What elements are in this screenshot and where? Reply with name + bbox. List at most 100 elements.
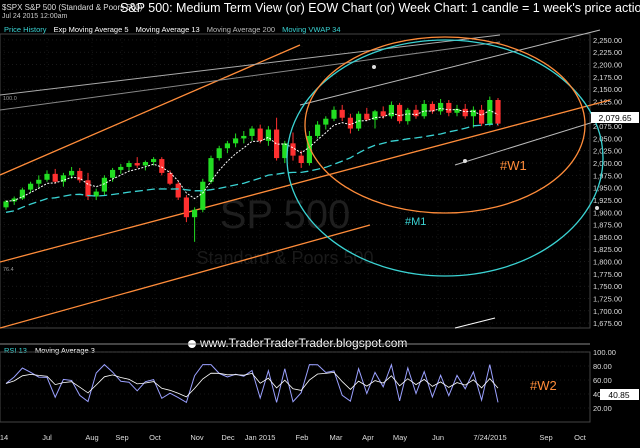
short-trend-line (454, 317, 496, 329)
candle-body (339, 109, 345, 118)
y-tick-label: 2,200.00 (593, 61, 622, 70)
candle-body (175, 183, 181, 198)
candle-body (487, 99, 493, 124)
candle-body (372, 111, 378, 120)
candle-body (52, 173, 58, 182)
pivot-dot-right (595, 206, 599, 210)
candle-body (331, 109, 337, 119)
x-tick-label: Sep (539, 433, 552, 442)
pivot-dot-lower (463, 159, 467, 163)
candle-body (224, 143, 230, 149)
rsi-tick-label: 20.00 (593, 404, 612, 413)
y-tick-label: 2,250.00 (593, 36, 622, 45)
y-tick-label: 2,175.00 (593, 73, 622, 82)
candle-body (60, 175, 66, 182)
x-tick-label: Apr (362, 433, 374, 442)
x-tick-label: May (393, 433, 407, 442)
candle-body (28, 183, 34, 190)
rsi-panel-frame (0, 351, 591, 423)
candle-body (413, 109, 419, 117)
y-tick-label: 1,675.00 (593, 319, 622, 328)
candle-body (298, 155, 304, 164)
pivot-dot-upper (372, 65, 376, 69)
y-tick-label: 1,750.00 (593, 282, 622, 291)
candle-body (306, 135, 312, 164)
candle-body (134, 163, 140, 166)
gray-trend-line-lower (0, 41, 501, 111)
y-tick-label: 1,875.00 (593, 221, 622, 230)
rsi-label: RSI 13 (4, 346, 27, 355)
label-w2: #W2 (530, 378, 557, 393)
vwap34-line (5, 123, 499, 213)
candles (3, 96, 501, 242)
channel-upper-line (0, 44, 301, 176)
candle-body (470, 109, 476, 117)
ellipse-w1 (304, 36, 586, 214)
legend-ema5: Exp Moving Average 5 (53, 25, 129, 34)
legend-ma200: Moving Average 200 (206, 25, 276, 34)
y-tick-label: 1,725.00 (593, 294, 622, 303)
candle-body (19, 189, 25, 199)
y-tick-label: 2,000.00 (593, 159, 622, 168)
candle-body (44, 173, 50, 180)
x-tick-label: Oct (574, 433, 587, 442)
candle-body (274, 129, 280, 159)
y-tick-label: 2,225.00 (593, 48, 622, 57)
x-tick-label: Sep (115, 433, 128, 442)
channel-lower-line (0, 224, 371, 329)
y-tick-label: 2,025.00 (593, 147, 622, 156)
y-tick-label: 1,975.00 (593, 171, 622, 180)
y-tick-label: 1,700.00 (593, 307, 622, 316)
rsi-line (5, 363, 499, 404)
y-tick-label: 2,125.00 (593, 97, 622, 106)
candle-body (405, 109, 411, 122)
chart-title: S&P 500: Medium Term View (or) EOW Chart… (120, 1, 640, 15)
rsi-legend: RSI 13 Moving Average 3 (4, 346, 95, 355)
x-tick-label: Jun (432, 433, 444, 442)
candle-body (347, 117, 353, 129)
fib-label-low: 76.4 (3, 267, 14, 273)
x-tick-label: Aug (85, 433, 98, 442)
x-tick-label: 14 (0, 433, 8, 442)
candle-body (151, 159, 157, 163)
website-text: www.TraderTraderTrader.blogspot.com (200, 336, 408, 350)
candle-body (216, 148, 222, 159)
x-tick-label: Dec (221, 433, 235, 442)
candle-body (388, 104, 394, 117)
candle-body (101, 177, 107, 192)
y-tick-label: 2,150.00 (593, 85, 622, 94)
y-tick-label: 2,050.00 (593, 134, 622, 143)
last-price-tag (591, 112, 639, 123)
watermark-subtext: Standard & Poors 500 (196, 248, 373, 268)
last-price-value: 2,079.65 (598, 113, 631, 123)
candle-body (364, 113, 370, 120)
candle-body (323, 118, 329, 125)
rsi-ma-line (5, 371, 499, 398)
legend-ma13: Moving Average 13 (135, 25, 200, 34)
x-tick-label: Jul (42, 433, 52, 442)
candle-body (446, 102, 452, 113)
x-tick-label: Nov (190, 433, 204, 442)
fib-label-high: 100.0 (3, 96, 17, 102)
candle-body (208, 158, 214, 182)
x-axis: 14 Jul Aug Sep Oct Nov Dec Jan 2015 Feb Mar Apr May… (0, 433, 587, 442)
rsi-tick-label: 60.00 (593, 376, 612, 385)
candle-body (397, 104, 403, 122)
gray-projection-upper (299, 29, 601, 106)
x-tick-label: Jan 2015 (245, 433, 276, 442)
x-tick-label: Oct (149, 433, 162, 442)
candle-body (429, 103, 435, 112)
y-tick-label: 1,900.00 (593, 208, 622, 217)
gray-trend-line-upper (0, 34, 501, 96)
ellipse-m1 (286, 39, 604, 277)
x-tick-label: Mar (330, 433, 343, 442)
y-tick-label: 1,925.00 (593, 196, 622, 205)
candle-body (110, 169, 116, 178)
candle-body (200, 181, 206, 210)
channel-mid-line (0, 99, 611, 263)
y-tick-label: 1,775.00 (593, 270, 622, 279)
candle-body (421, 103, 427, 117)
rsi-tick-label: 80.00 (593, 362, 612, 371)
candle-body (479, 109, 485, 124)
